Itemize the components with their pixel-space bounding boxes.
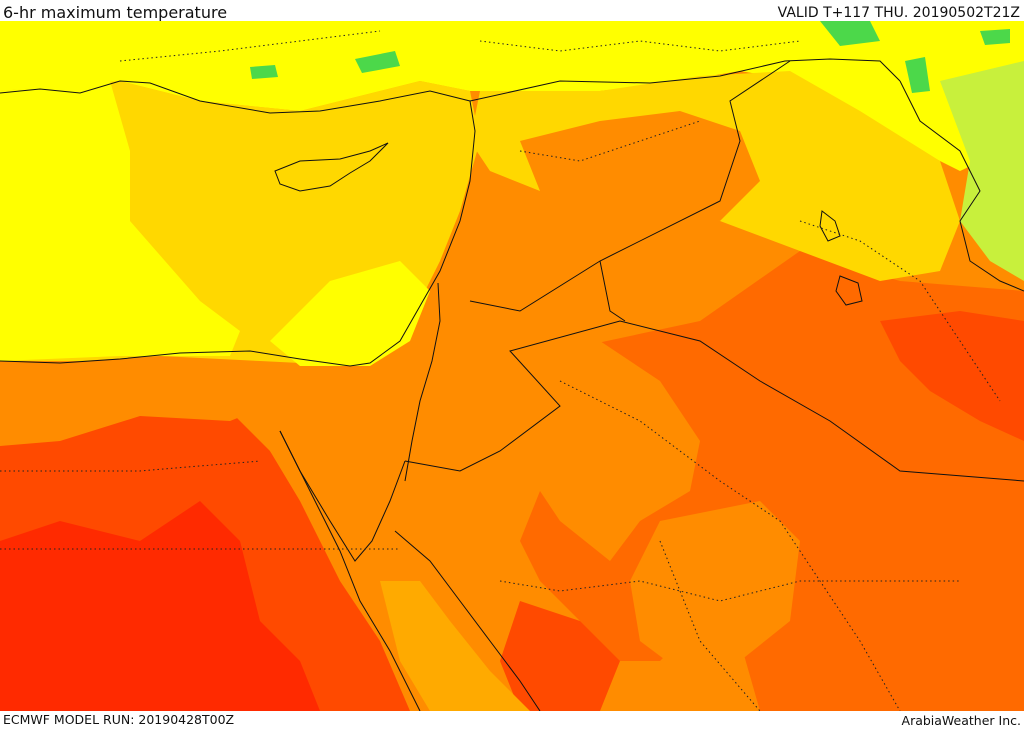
lake-tharthar	[819, 210, 841, 242]
admin-boundaries	[0, 30, 1001, 711]
temp-zone-cold-spot-4	[250, 65, 278, 79]
temp-zone-cold-spot-5	[905, 57, 930, 93]
temp-zone-egypt-deep	[0, 501, 320, 711]
temperature-map	[0, 21, 1024, 711]
egypt-libya-boundary	[0, 460, 261, 472]
red-sea-east-coast	[394, 530, 541, 711]
temp-zone-red-sea	[380, 581, 530, 711]
red-sea-west-coast	[279, 430, 421, 711]
temp-zone-egypt-coast	[0, 356, 280, 446]
temp-zone-turkey	[0, 21, 1024, 171]
temp-zone-saudi-central	[630, 501, 800, 671]
turkey-coastline	[0, 80, 471, 114]
credit-label: ArabiaWeather Inc.	[901, 713, 1021, 728]
temp-zone-cold-spot-3	[355, 51, 400, 73]
temp-zone-saudi-south	[500, 601, 620, 711]
model-run-label: ECMWF MODEL RUN: 20190428T00Z	[3, 712, 235, 727]
temp-zone-zagros	[940, 61, 1024, 281]
iraq-admin-boundary	[799, 220, 1001, 402]
saudi-admin-boundary-1	[559, 380, 901, 711]
temp-zone-cold-spot-1	[820, 21, 880, 46]
header-bar: 6-hr maximum temperature VALID T+117 THU…	[0, 0, 1024, 22]
iran-iraq-border	[899, 80, 1024, 292]
turkey-syria-border	[469, 58, 901, 102]
turkey-admin-boundary-1	[119, 30, 381, 62]
iraq-saudi-border	[599, 260, 626, 322]
temp-zone-iraq-hot	[880, 311, 1024, 441]
coastlines	[0, 58, 1024, 711]
valid-time-label: VALID T+117 THU. 20190502T21Z	[777, 5, 1020, 21]
footer-bar: ECMWF MODEL RUN: 20190428T00Z ArabiaWeat…	[0, 711, 1024, 729]
lake-razzaza	[835, 275, 863, 306]
temp-zone-jordan	[430, 311, 700, 561]
levant-coastline	[0, 100, 476, 367]
cyprus-outline	[274, 142, 389, 192]
temperature-map-svg	[0, 21, 1024, 711]
temp-zone-cold-spot-2	[980, 29, 1010, 45]
dead-sea-rift	[404, 282, 441, 482]
jordan-saudi-border	[404, 320, 1024, 482]
temp-zone-sinai	[260, 391, 400, 541]
temp-zone-syria-hot	[520, 111, 760, 221]
syria-iraq-border	[469, 60, 791, 312]
map-title: 6-hr maximum temperature	[3, 3, 228, 22]
temp-zone-med-west	[0, 81, 240, 361]
temp-zone-med-east	[270, 261, 430, 366]
